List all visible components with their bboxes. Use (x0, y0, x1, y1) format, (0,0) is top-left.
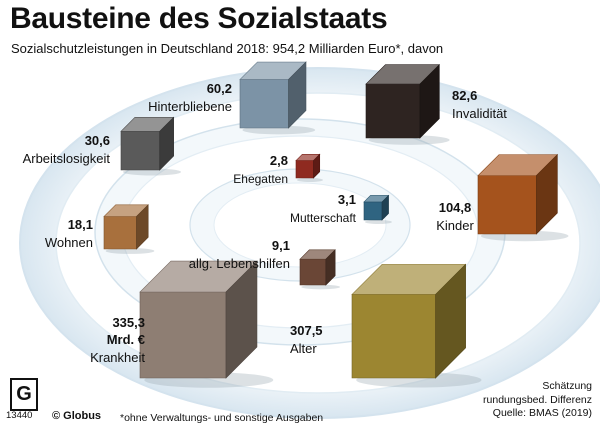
category-label: Mutterschaft (290, 211, 357, 225)
cube-side-face (159, 116, 174, 171)
category-label: allg. Lebenshilfen (189, 256, 290, 271)
source-note: Schätzung rundungsbed. Differenz Quelle:… (483, 380, 592, 421)
category-label: Alter (290, 341, 317, 356)
cube-hinterbliebene (239, 61, 316, 135)
cube-front-face (351, 294, 436, 379)
cube-alter (351, 263, 482, 388)
cube-side-face (435, 263, 466, 379)
cube-wohnen (103, 204, 155, 254)
source-line: Schätzung (542, 380, 592, 392)
cube-front-face (295, 160, 314, 179)
cube-front-face (139, 291, 227, 379)
cube-side-face (313, 153, 321, 179)
cube-side-face (419, 63, 440, 139)
cube-invaliditaet (365, 63, 450, 145)
inner-ring-core (213, 182, 387, 268)
cube-side-face (288, 61, 307, 129)
footnote: *ohne Verwaltungs- und sonstige Ausgaben (120, 412, 324, 424)
cube-front-face (299, 258, 327, 286)
value-label: 18,1 (68, 217, 93, 232)
cube-front-face (120, 130, 161, 171)
cube-labels: 335,3 Mrd. € Krankheit 307,5 Alter 104,8 Kinde… (23, 81, 508, 365)
value-label: 60,2 (207, 81, 232, 96)
cube-arbeitslosigkeit (120, 116, 182, 176)
cube-front-face (363, 201, 383, 221)
unit-label: Mrd. € (107, 332, 145, 347)
value-label: 3,1 (338, 192, 356, 207)
cube-side-face (536, 153, 558, 235)
category-label: Kinder (436, 218, 474, 233)
value-label: 82,6 (452, 88, 477, 103)
cube-shadow (105, 248, 155, 254)
cube-front-face (365, 83, 421, 139)
logo-letter: G (16, 383, 32, 405)
cube-shadow (364, 220, 392, 224)
cube-front-face (103, 216, 137, 250)
category-label: Invalidität (452, 106, 507, 121)
category-label: Arbeitslosigkeit (23, 151, 111, 166)
cube-side-face (225, 260, 258, 379)
cube-shadow (301, 284, 341, 290)
cube-front-face (477, 175, 537, 235)
cube-mutterschaft (363, 194, 392, 224)
cube-ehegatten (295, 153, 324, 182)
chart-title: Bausteine des Sozialstaats (10, 2, 388, 35)
brand-credit: © Globus (52, 410, 102, 422)
value-label: 30,6 (85, 133, 110, 148)
graphic-id: 13440 (6, 410, 33, 421)
globus-logo: G (10, 378, 38, 411)
cube-front-face (239, 79, 289, 129)
value-label: 307,5 (290, 323, 323, 338)
category-label: Krankheit (90, 350, 145, 365)
cube-side-face (381, 194, 389, 221)
cube-side-face (136, 204, 149, 250)
value-label: 9,1 (272, 238, 290, 253)
source-line: rundungsbed. Differenz (483, 393, 592, 406)
value-label: 335,3 (112, 315, 145, 330)
chart-subtitle: Sozialschutzleistungen in Deutschland 20… (11, 41, 444, 56)
value-label: 2,8 (270, 153, 288, 168)
source-line: Quelle: BMAS (2019) (492, 407, 592, 419)
cube-side-face (325, 249, 336, 286)
category-label: Hinterbliebene (148, 99, 232, 114)
cube-krankheit (139, 260, 274, 388)
category-label: Ehegatten (233, 172, 288, 186)
cube-allg-lebenshilfen (299, 249, 341, 290)
cube-kinder (477, 153, 569, 242)
cube-shadow (296, 178, 324, 182)
cubes (103, 61, 569, 388)
value-label: 104,8 (439, 200, 472, 215)
category-label: Wohnen (45, 235, 93, 250)
